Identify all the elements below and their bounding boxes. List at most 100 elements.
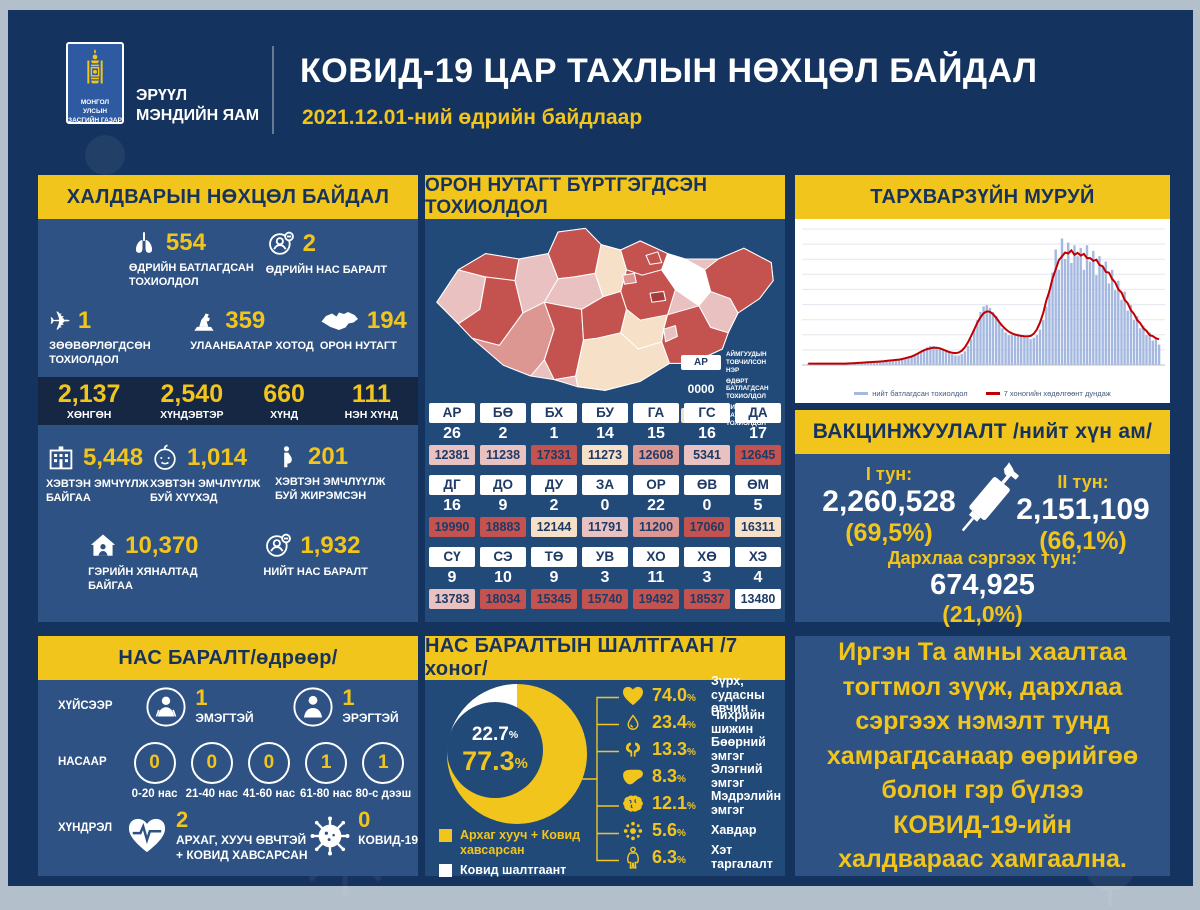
- province-total-count: 19492: [633, 589, 679, 609]
- death-stat-label: АРХАГ, ХУУЧ ӨВЧТЭЙ + КОВИД ХАВСАРСАН: [176, 833, 308, 863]
- diabetes-icon: [621, 712, 645, 734]
- death-stat-item: 2 АРХАГ, ХУУЧ ӨВЧТЭЙ + КОВИД ХАВСАРСАН: [126, 807, 310, 863]
- province-cell: ӨВ 0 17060: [684, 475, 730, 537]
- dose2-block: II тун: 2,151,109 (66,1%): [1016, 472, 1150, 555]
- province-cell: ГА 15 12608: [633, 403, 679, 465]
- cause-item: 74.0% Зүрх, судасны өвчин: [621, 674, 783, 715]
- severity-label: ХҮНД: [270, 408, 299, 421]
- soyombo-icon: [86, 49, 104, 96]
- cause-percent: 13.3%: [652, 739, 696, 759]
- lungs-icon: [129, 229, 159, 257]
- province-daily-count: 15: [647, 425, 665, 442]
- cause-percent: 6.3%: [652, 847, 686, 867]
- province-cell: ХӨ 3 18537: [684, 547, 730, 609]
- province-cell: ДГ 16 19990: [429, 475, 475, 537]
- stat-item: 2 ӨДРИЙН НАС БАРАЛТ: [266, 229, 387, 290]
- stat-label: ХЭВТЭН ЭМЧҮҮЛЖ БАЙГАА: [46, 478, 149, 505]
- age-group-value: 1: [362, 742, 405, 784]
- transfer-stats-row: ✈ 1 ЗӨӨВӨРЛӨГДСӨН ТОХИОЛДОЛ 359 УЛААНБААТАР …: [38, 307, 418, 368]
- donut-legend-item: Ковид шалтгаант: [439, 863, 619, 878]
- province-cell: БХ 1 17331: [531, 403, 577, 465]
- province-daily-count: 2: [498, 425, 508, 442]
- header-divider: [272, 46, 274, 134]
- age-group-value: 0: [190, 742, 233, 784]
- stat-item: ✈ 1 ЗӨӨВӨРЛӨГДСӨН ТОХИОЛДОЛ: [49, 307, 184, 368]
- stat-value: 194: [366, 307, 407, 334]
- severity-label: НЭН ХҮНД: [344, 408, 399, 421]
- province-cell: АР 26 12381: [429, 403, 475, 465]
- province-abbr: СЭ: [480, 547, 526, 567]
- province-region: [622, 272, 637, 285]
- province-total-count: 11238: [480, 445, 526, 465]
- severity-value: 660: [263, 379, 305, 408]
- booster-block: Дархлаа сэргээх тун: 674,925 (21,0%): [887, 548, 1078, 628]
- cause-percent: 8.3%: [652, 766, 686, 786]
- province-cell: ӨМ 5 16311: [735, 475, 781, 537]
- province-table-row: АР 26 12381 БӨ 2 11238 БХ 1 17331 БУ 14 11273 ГА 15 12…: [429, 403, 781, 465]
- cancer-icon: [621, 820, 645, 842]
- province-daily-count: 3: [600, 569, 610, 586]
- cause-item: 8.3% Элэгний эмгэг: [621, 762, 783, 790]
- province-abbr: ХЭ: [735, 547, 781, 567]
- legend-swatch: [439, 864, 452, 877]
- pregnant-icon: [275, 443, 301, 471]
- stat-value: 554: [165, 229, 206, 256]
- brain-icon: [621, 794, 645, 814]
- stat-label: ӨДРИЙН НАС БАРАЛТ: [265, 264, 388, 276]
- province-abbr: ДУ: [531, 475, 577, 495]
- province-daily-count: 0: [600, 497, 610, 514]
- province-daily-count: 11: [647, 569, 665, 586]
- province-cell: ОР 22 11200: [633, 475, 679, 537]
- page-title: КОВИД-19 ЦАР ТАХЛЫН НӨХЦӨЛ БАЙДАЛ: [300, 52, 1038, 90]
- epidemic-curve-chart: нийт батлагдсан тохиолдол 7 хоногийн хөд…: [795, 219, 1170, 403]
- deaths-gender-row: ХҮЙСЭЭР 1 ЭМЭГТЭЙ 1 ЭРЭГТЭЙ: [38, 685, 418, 728]
- cause-label: Хавдар: [711, 822, 757, 837]
- province-cell: ТӨ 9 15345: [531, 547, 577, 609]
- province-abbr: АР: [429, 403, 475, 423]
- causes-list: 74.0% Зүрх, судасны өвчин 23.4% Чихрийн шиж…: [621, 674, 783, 871]
- province-cell: ДА 17 12645: [735, 403, 781, 465]
- cause-label: Бөөрний эмгэг: [711, 734, 766, 763]
- cause-item: 23.4% Чихрийн шижин: [621, 708, 783, 736]
- age-group-value: 0: [133, 742, 176, 784]
- province-total-count: 12645: [735, 445, 781, 465]
- legend-daily-chip: 0000: [687, 382, 715, 397]
- severity-label: ХҮНДЭВТЭР: [160, 408, 224, 421]
- province-table-row: СҮ 9 13783 СЭ 10 18034 ТӨ 9 15345 УВ 3 15740 ХО 11 194…: [429, 547, 781, 609]
- person-deceased-icon: [266, 229, 296, 259]
- province-region: [704, 247, 774, 314]
- donut-legend: Архаг хууч + Ковид хавсарсан Ковид шалтга…: [439, 828, 619, 883]
- regions-panel-title: ОРОН НУТАГТ БҮРТГЭГДСЭН ТОХИОЛДОЛ: [425, 175, 785, 219]
- province-total-count: 18034: [480, 589, 526, 609]
- age-group-label: 61-80 нас: [299, 788, 353, 800]
- stat-label: ХЭВТЭН ЭМЧЛҮҮЛЖ БУЙ ХҮҮХЭД: [149, 478, 261, 505]
- legend-abbr-chip: АР: [681, 355, 721, 371]
- severity-value: 111: [351, 379, 391, 408]
- province-daily-count: 22: [647, 497, 665, 514]
- province-total-count: 18537: [684, 589, 730, 609]
- kidney-icon: [621, 740, 645, 760]
- province-daily-count: 5: [753, 497, 763, 514]
- cause-percent: 74.0%: [652, 685, 696, 705]
- province-total-count: 15345: [531, 589, 577, 609]
- province-cell: ХЭ 4 13480: [735, 547, 781, 609]
- cause-item: 6.3% Хэт таргалалт: [621, 843, 783, 871]
- province-total-count: 11273: [582, 445, 628, 465]
- stat-value: 1: [77, 307, 92, 334]
- hospitalized-stats-row: 5,448 ХЭВТЭН ЭМЧҮҮЛЖ БАЙГАА 1,014 ХЭВТЭН ЭМ…: [38, 443, 418, 506]
- deaths-panel-title: НАС БАРАЛТ/өдрөөр/: [38, 636, 418, 680]
- home-care-stats-row: 10,370 ГЭРИЙН ХЯНАЛТАД БАЙГАА 1,932 НИЙТ НА…: [38, 531, 418, 594]
- province-daily-count: 14: [596, 425, 614, 442]
- province-total-count: 17060: [684, 517, 730, 537]
- province-abbr: ӨМ: [735, 475, 781, 495]
- curve-panel-title: ТАРХВАРЗҮЙН МУРУЙ: [795, 175, 1170, 219]
- stat-item: 5,448 ХЭВТЭН ЭМЧҮҮЛЖ БАЙГАА: [46, 443, 150, 506]
- province-cell: СЭ 10 18034: [480, 547, 526, 609]
- logo-org-text: МОНГОЛ УЛСЫН ЗАСГИЙН ГАЗАР: [68, 99, 122, 124]
- stat-label: УЛААНБААТАР ХОТОД: [190, 340, 314, 352]
- baby-icon: [150, 443, 180, 473]
- age-group-label: 41-60 нас: [242, 788, 296, 800]
- age-group-value: 0: [247, 742, 290, 784]
- province-abbr: БӨ: [480, 403, 526, 423]
